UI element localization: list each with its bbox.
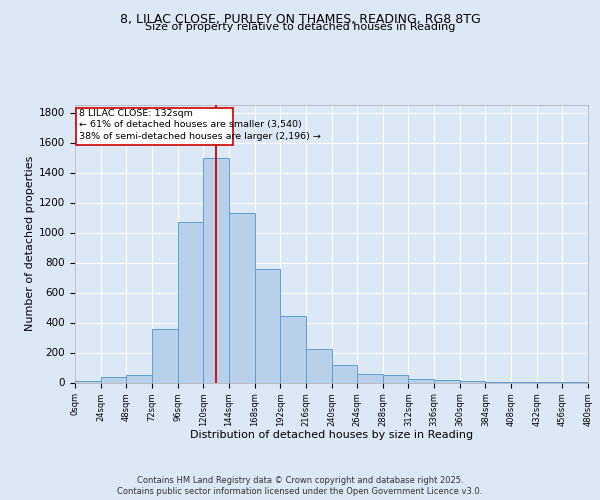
Text: 38% of semi-detached houses are larger (2,196) →: 38% of semi-detached houses are larger (… [79,132,321,140]
Bar [254,268,280,382]
Bar [306,349,331,382]
Text: ← 61% of detached houses are smaller (3,540): ← 61% of detached houses are smaller (3,… [79,120,302,130]
Text: 8 LILAC CLOSE: 132sqm: 8 LILAC CLOSE: 132sqm [79,109,193,118]
Bar [203,158,229,382]
Text: Contains public sector information licensed under the Open Government Licence v3: Contains public sector information licen… [118,487,482,496]
FancyBboxPatch shape [76,108,233,145]
Bar [280,316,306,382]
Bar [434,380,460,382]
Bar [357,374,383,382]
Bar [229,213,254,382]
Bar [101,377,127,382]
Bar [383,375,409,382]
Bar [409,379,434,382]
Text: Size of property relative to detached houses in Reading: Size of property relative to detached ho… [145,22,455,32]
Bar [75,381,101,382]
Bar [460,381,485,382]
Text: Contains HM Land Registry data © Crown copyright and database right 2025.: Contains HM Land Registry data © Crown c… [137,476,463,485]
Bar [331,365,357,382]
Bar [127,375,152,382]
Y-axis label: Number of detached properties: Number of detached properties [25,156,35,332]
Bar [178,222,203,382]
Text: 8, LILAC CLOSE, PURLEY ON THAMES, READING, RG8 8TG: 8, LILAC CLOSE, PURLEY ON THAMES, READIN… [119,12,481,26]
Bar [152,329,178,382]
X-axis label: Distribution of detached houses by size in Reading: Distribution of detached houses by size … [190,430,473,440]
